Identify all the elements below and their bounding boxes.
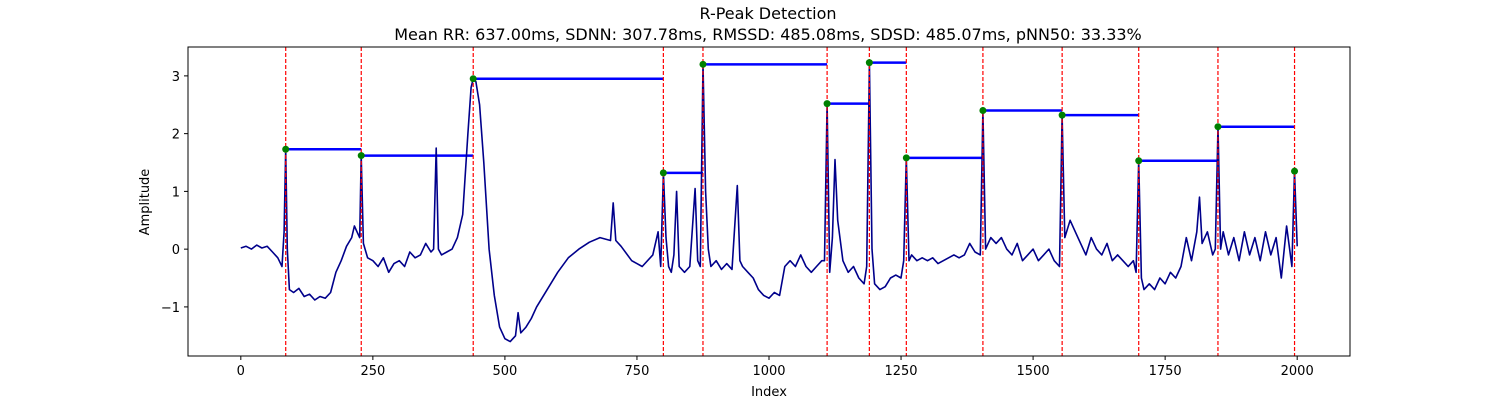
x-tick-label: 1250 bbox=[884, 364, 917, 379]
x-tick-label: 750 bbox=[625, 364, 650, 379]
x-axis-ticks: 0 250 500 750 1000 1250 1500 1750 2000 bbox=[237, 356, 1314, 379]
r-peak-marker bbox=[282, 145, 290, 153]
signal-line bbox=[240, 61, 1298, 343]
r-peak-markers bbox=[282, 59, 1299, 177]
x-tick-label: 2000 bbox=[1281, 364, 1314, 379]
signal-series bbox=[240, 61, 1298, 343]
r-peak-lines bbox=[285, 47, 1296, 356]
chart-subtitle: Mean RR: 637.00ms, SDNN: 307.78ms, RMSSD… bbox=[394, 25, 1142, 44]
x-tick-label: 500 bbox=[492, 364, 517, 379]
r-peak-marker bbox=[1214, 123, 1222, 131]
r-peak-marker bbox=[823, 100, 831, 108]
y-tick-label: −1 bbox=[161, 301, 180, 316]
r-peak-marker bbox=[659, 169, 667, 177]
x-axis-label: Index bbox=[751, 385, 787, 400]
x-tick-label: 250 bbox=[360, 364, 385, 379]
r-peak-marker bbox=[357, 152, 365, 160]
r-peak-marker bbox=[979, 107, 987, 115]
rr-interval-lines bbox=[285, 61, 1295, 175]
y-tick-label: 1 bbox=[172, 185, 180, 200]
r-peak-marker bbox=[1058, 111, 1066, 119]
x-tick-label: 0 bbox=[237, 364, 245, 379]
x-tick-label: 1500 bbox=[1017, 364, 1050, 379]
x-tick-label: 1000 bbox=[752, 364, 785, 379]
y-tick-label: 2 bbox=[172, 128, 180, 143]
x-tick-label: 1750 bbox=[1149, 364, 1182, 379]
r-peak-marker bbox=[699, 60, 707, 68]
r-peak-marker bbox=[1135, 157, 1143, 165]
y-axis-ticks: −1 0 1 2 3 bbox=[161, 70, 188, 316]
y-axis-label: Amplitude bbox=[138, 169, 153, 236]
r-peak-marker bbox=[865, 59, 873, 67]
y-tick-label: 0 bbox=[172, 243, 180, 258]
y-tick-label: 3 bbox=[172, 70, 180, 85]
r-peak-marker bbox=[469, 75, 477, 83]
chart-title: R-Peak Detection bbox=[699, 4, 836, 23]
r-peak-marker bbox=[1291, 167, 1299, 175]
r-peak-marker bbox=[902, 154, 910, 162]
